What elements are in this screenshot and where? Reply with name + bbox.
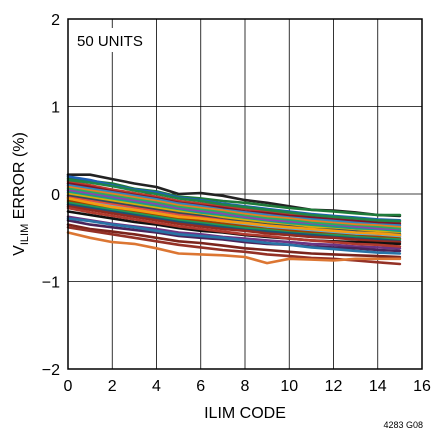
y-tick-label: −2: [42, 362, 60, 379]
series-line: [66, 223, 402, 259]
series-line: [66, 187, 402, 231]
x-axis-label: ILIM CODE: [204, 405, 286, 422]
x-tick-label: 4: [152, 378, 161, 395]
x-tick-label: 16: [413, 378, 431, 395]
y-axis-label-main: V: [11, 245, 28, 256]
series-line: [66, 197, 402, 237]
annotation-label: 50 UNITS: [77, 33, 143, 50]
y-tick-label: 0: [51, 187, 60, 204]
x-tick-label: 0: [64, 378, 73, 395]
grid: [68, 19, 422, 369]
x-tick-label: 6: [196, 378, 205, 395]
x-tick-label: 14: [369, 378, 387, 395]
y-axis-label: VILIM ERROR (%): [11, 132, 31, 256]
plot-frame: [67, 18, 423, 370]
x-tick-label: 8: [241, 378, 250, 395]
series-line: [66, 231, 402, 265]
y-tick-labels: 2 1 0 −1 −2: [42, 12, 60, 379]
x-tick-label: 10: [280, 378, 298, 395]
y-tick-label: 1: [51, 100, 60, 117]
series-line: [66, 206, 402, 248]
series-line: [66, 217, 402, 255]
x-tick-label: 12: [325, 378, 343, 395]
y-axis-label-rest: ERROR (%): [11, 132, 28, 224]
y-tick-label: 2: [51, 12, 60, 29]
annotation-background: [71, 28, 154, 52]
x-tick-labels: 0 2 4 6 8 10 12 14 16: [64, 378, 431, 395]
y-tick-label: −1: [42, 275, 60, 292]
y-axis-label-sub: ILIM: [19, 224, 31, 245]
x-tick-label: 2: [108, 378, 117, 395]
figure-id: 4283 G08: [383, 420, 423, 430]
series-lines: [66, 173, 402, 266]
series-line: [66, 219, 402, 253]
series-line: [66, 201, 402, 241]
series-line: [66, 185, 402, 229]
series-line: [66, 205, 402, 244]
series-line: [66, 178, 402, 223]
